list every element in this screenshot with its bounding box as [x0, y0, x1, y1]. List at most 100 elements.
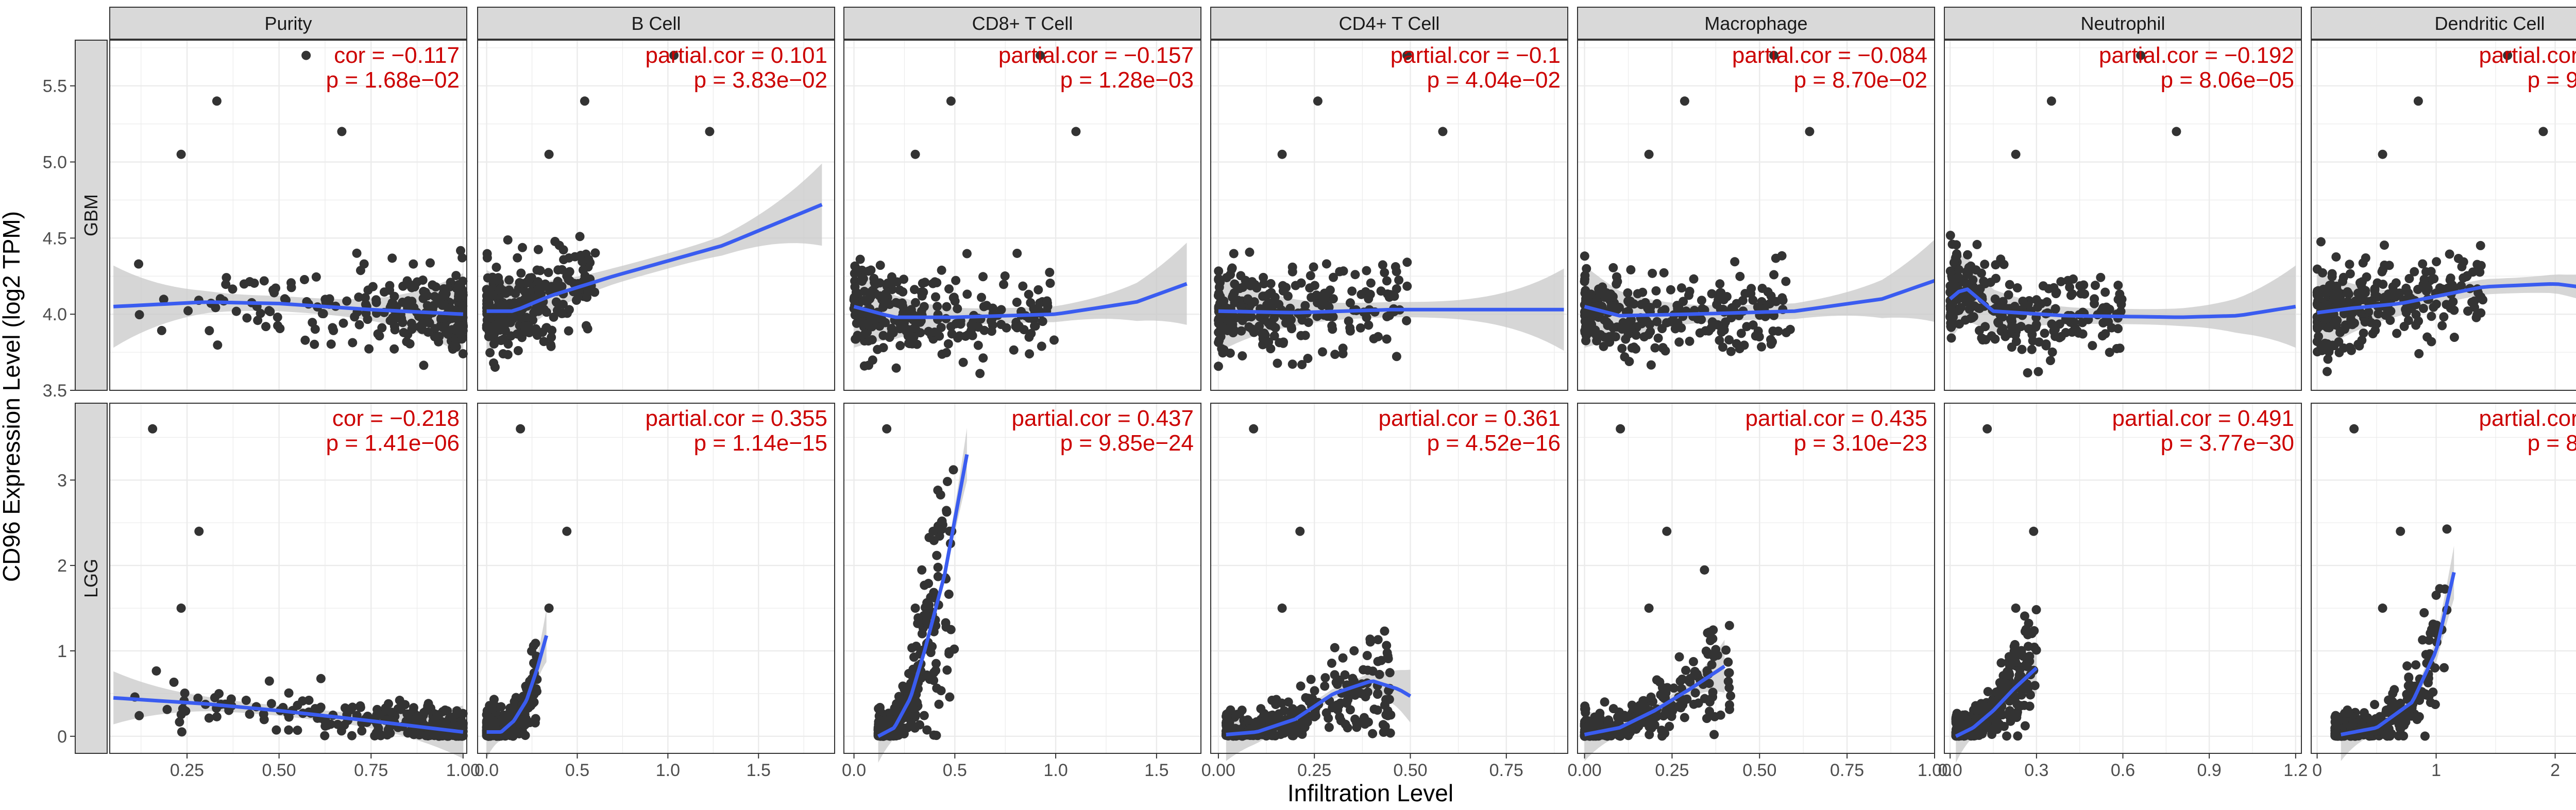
data-point: [2384, 261, 2394, 270]
data-point: [999, 280, 1009, 289]
data-point: [1035, 298, 1045, 308]
data-point: [458, 349, 468, 358]
data-point: [2359, 328, 2368, 338]
data-point: [422, 291, 432, 301]
data-point: [1732, 339, 1741, 349]
data-point: [2399, 710, 2409, 720]
data-point: [1983, 687, 1993, 697]
data-point: [2402, 690, 2412, 699]
data-point: [520, 720, 530, 730]
data-point: [419, 360, 429, 370]
data-point: [951, 275, 961, 285]
data-point: [444, 731, 453, 740]
row-strip-lgg: LGG: [75, 403, 108, 754]
correlation-label: partial.cor = −0.1: [1391, 43, 1561, 68]
x-tick-label: 2: [2550, 761, 2560, 780]
data-point: [979, 325, 989, 335]
data-point: [1012, 323, 1022, 333]
data-point: [409, 703, 418, 713]
data-point: [440, 705, 450, 715]
data-point: [975, 369, 985, 378]
data-point: [338, 318, 348, 328]
data-point: [317, 309, 327, 319]
scatter-points: [849, 50, 1081, 378]
data-point: [419, 708, 429, 717]
data-point: [1666, 285, 1675, 295]
x-tick-label: 1.2: [2283, 761, 2308, 780]
data-point: [1009, 345, 1019, 355]
data-point: [1330, 643, 1340, 652]
data-point: [2343, 287, 2352, 297]
data-point: [162, 704, 172, 714]
data-point: [1685, 336, 1694, 346]
data-point: [1279, 706, 1289, 716]
data-point: [958, 357, 968, 367]
panel-border: [1210, 40, 1568, 391]
panel-lgg-7: partial.cor = 0.509p = 8.70e−33: [2311, 403, 2576, 761]
data-point: [1724, 700, 1734, 710]
data-point: [2366, 318, 2376, 328]
scatter-points: [2330, 424, 2452, 741]
data-point: [2370, 700, 2380, 710]
data-point: [920, 580, 929, 590]
data-point: [2090, 281, 2100, 290]
data-point: [1363, 665, 1372, 675]
data-point: [1382, 641, 1392, 650]
data-point: [183, 306, 193, 316]
data-point: [565, 267, 574, 277]
data-point: [1777, 251, 1787, 261]
data-point: [583, 324, 592, 334]
data-point: [304, 695, 314, 705]
data-point: [1681, 665, 1691, 675]
data-point: [1214, 266, 1224, 276]
data-point: [883, 715, 893, 725]
data-point: [1236, 271, 1246, 281]
data-point: [2439, 663, 2449, 673]
data-point: [2418, 259, 2428, 269]
data-point: [908, 664, 918, 674]
data-point: [2030, 681, 2040, 691]
data-point: [1251, 717, 1261, 727]
data-point: [1652, 711, 1662, 720]
data-point: [300, 335, 310, 345]
panel-border: [109, 40, 467, 391]
x-tick-label: 0.9: [2197, 761, 2222, 780]
data-point: [2020, 721, 2030, 731]
data-point: [1243, 715, 1252, 725]
data-point: [590, 248, 600, 258]
data-point: [1226, 705, 1235, 715]
data-point: [1665, 721, 1674, 731]
data-point: [1283, 697, 1293, 707]
data-point: [1582, 317, 1591, 327]
data-point: [2318, 268, 2328, 278]
data-point: [264, 676, 274, 686]
data-point: [265, 307, 275, 317]
data-point: [458, 290, 468, 300]
data-point: [1980, 260, 1990, 269]
data-point: [1382, 312, 1392, 321]
data-point: [1652, 317, 1662, 326]
panel-border: [2311, 403, 2576, 754]
data-point: [942, 477, 952, 487]
data-point: [2014, 670, 2024, 680]
data-point: [1319, 288, 1329, 298]
data-point: [253, 316, 263, 325]
data-point: [910, 604, 920, 613]
data-point: [1659, 268, 1669, 278]
data-point: [1362, 266, 1371, 275]
data-point: [1375, 669, 1384, 679]
x-tick-label: 0.50: [1742, 761, 1776, 780]
data-point: [2079, 280, 2089, 290]
data-point: [552, 306, 562, 316]
data-point: [873, 344, 883, 354]
data-point: [1719, 325, 1729, 335]
data-point: [395, 696, 404, 705]
panel-background: [2311, 40, 2576, 390]
data-point: [552, 298, 562, 307]
data-point: [364, 344, 374, 354]
data-point: [2097, 305, 2107, 315]
loess-fit-line: [1218, 307, 1564, 315]
data-point: [539, 304, 549, 314]
data-point: [1264, 302, 1274, 312]
data-point: [2320, 288, 2330, 298]
